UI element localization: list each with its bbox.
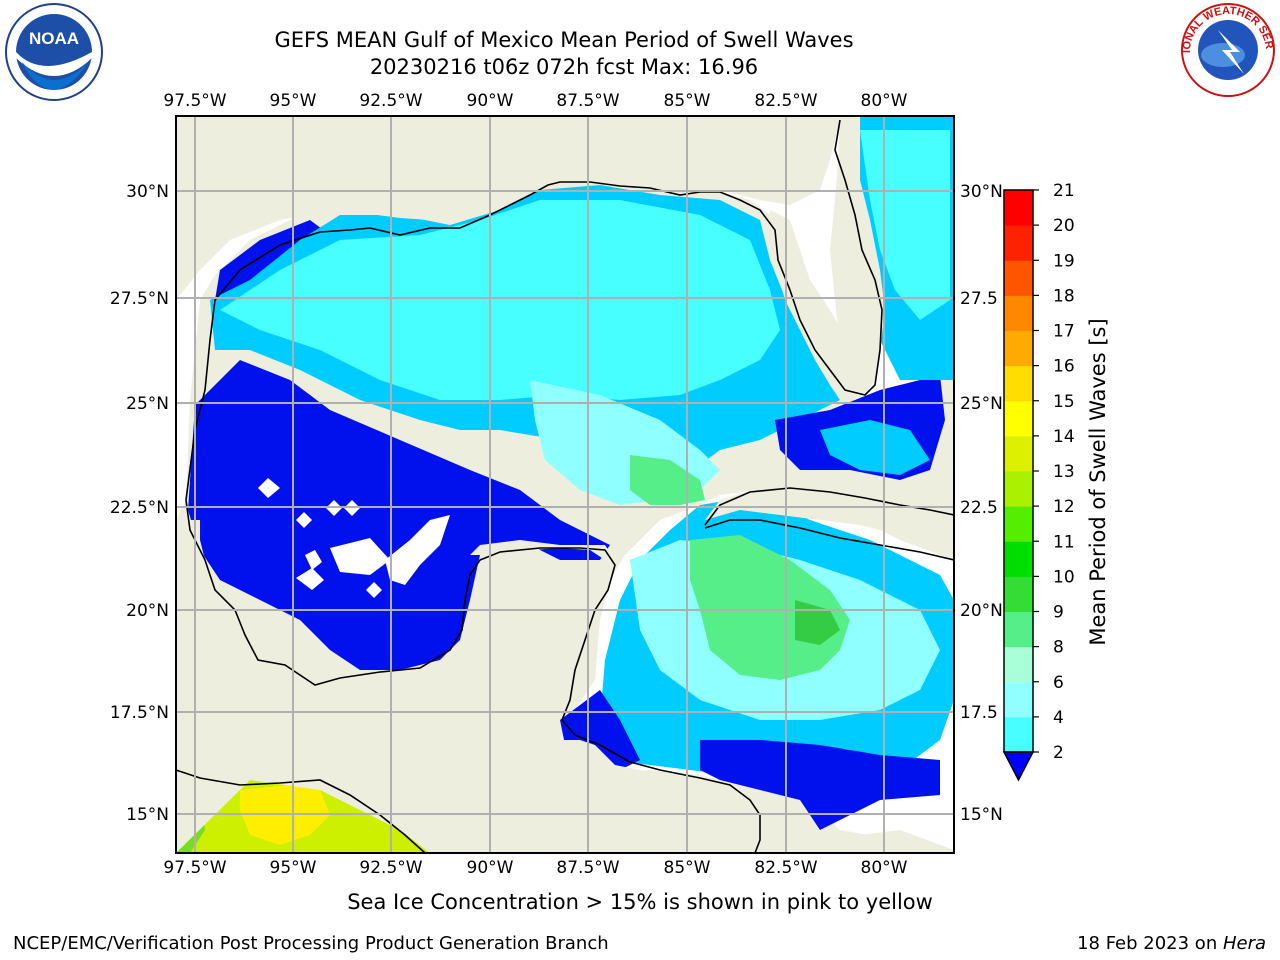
swell-blue-caribbean-south bbox=[700, 740, 940, 830]
lon-label: 97.5°W bbox=[163, 91, 226, 111]
lat-labels-left: 30°N 27.5°N 25°N 22.5°N 20°N 17.5°N 15°N bbox=[110, 182, 169, 825]
lon-label: 85°W bbox=[664, 91, 711, 111]
colorbar-segment bbox=[1004, 506, 1033, 542]
lon-labels-top: 97.5°W 95°W 92.5°W 90°W 87.5°W 85°W 82.5… bbox=[163, 91, 907, 111]
footer-date-text: 18 Feb 2023 on bbox=[1077, 933, 1223, 954]
swell-darkgreen-patch bbox=[795, 600, 840, 645]
map-border bbox=[175, 115, 955, 854]
lon-label: 95°W bbox=[270, 91, 317, 111]
colorbar-segment bbox=[1004, 330, 1033, 367]
colorbar-segment bbox=[1004, 190, 1033, 226]
colorbar-tick-label: 11 bbox=[1053, 532, 1075, 552]
colorbar-segment bbox=[1004, 225, 1033, 261]
lat-label: 17.5 bbox=[960, 703, 998, 723]
graticule bbox=[176, 116, 954, 853]
lat-label: 17.5°N bbox=[110, 703, 169, 723]
lon-label: 80°W bbox=[861, 91, 908, 111]
colorbar-segment bbox=[1004, 295, 1033, 331]
colorbar-segment bbox=[1004, 435, 1033, 472]
colorbar-tick-label: 15 bbox=[1053, 392, 1075, 412]
chart-title: GEFS MEAN Gulf of Mexico Mean Period of … bbox=[274, 28, 854, 52]
lat-label: 30°N bbox=[126, 182, 169, 202]
lat-label: 15°N bbox=[960, 805, 1003, 825]
colorbar-tick-label: 18 bbox=[1053, 286, 1075, 306]
colorbar-segment bbox=[1004, 681, 1033, 718]
lon-label: 82.5°W bbox=[754, 91, 817, 111]
coastlines bbox=[176, 119, 954, 853]
colorbar-tick-label: 16 bbox=[1053, 357, 1075, 377]
lon-label: 90°W bbox=[467, 858, 514, 878]
footer-date: 18 Feb 2023 on Hera bbox=[1077, 933, 1266, 954]
colorbar-tick-label: 14 bbox=[1053, 427, 1075, 447]
lon-label: 80°W bbox=[861, 858, 908, 878]
colorbar-segment bbox=[1004, 365, 1033, 402]
map-area bbox=[176, 116, 954, 853]
lat-label: 25°N bbox=[126, 394, 169, 414]
swell-atlantic-cyan bbox=[860, 130, 950, 320]
colorbar-segment bbox=[1004, 716, 1033, 753]
swell-azure-bahamas bbox=[820, 420, 930, 475]
lat-label: 22.5°N bbox=[110, 498, 169, 518]
lon-labels-bottom: 97.5°W 95°W 92.5°W 90°W 87.5°W 85°W 82.5… bbox=[163, 858, 907, 878]
lon-label: 85°W bbox=[664, 858, 711, 878]
colorbar-tick-label: 13 bbox=[1053, 462, 1075, 482]
colorbar-tick-label: 9 bbox=[1053, 603, 1064, 623]
lon-label: 87.5°W bbox=[556, 91, 619, 111]
noaa-logo: NOAA bbox=[5, 3, 103, 101]
yucatan-land bbox=[176, 520, 954, 853]
colorbar-tick-label: 20 bbox=[1053, 216, 1075, 236]
florida-land bbox=[176, 116, 845, 300]
lat-label: 25°N bbox=[960, 394, 1003, 414]
colorbar-label: Mean Period of Swell Waves [s] bbox=[1086, 318, 1110, 646]
lon-label: 92.5°W bbox=[359, 858, 422, 878]
florida-peninsula bbox=[770, 116, 885, 400]
lat-label: 20°N bbox=[126, 601, 169, 621]
no-data-holes bbox=[258, 478, 450, 598]
footer-credit: NCEP/EMC/Verification Post Processing Pr… bbox=[13, 933, 609, 954]
lon-label: 95°W bbox=[270, 858, 317, 878]
colorbar: 2 4 6 8 9 10 11 12 13 14 15 16 17 18 19 20 21 bbox=[1002, 181, 1075, 782]
colorbar-tick-label: 12 bbox=[1053, 497, 1075, 517]
colorbar-tick-label: 10 bbox=[1053, 567, 1075, 587]
noaa-logo-text: NOAA bbox=[29, 29, 79, 48]
swell-cyan-central bbox=[220, 200, 780, 400]
colorbar-segment bbox=[1004, 471, 1033, 507]
lat-label: 27.5°N bbox=[110, 289, 169, 309]
nws-logo: NATIONAL WEATHER SERVICE bbox=[1178, 0, 1275, 97]
lon-label: 87.5°W bbox=[556, 858, 619, 878]
lon-label: 82.5°W bbox=[754, 858, 817, 878]
lat-label: 15°N bbox=[126, 805, 169, 825]
lat-label: 22.5 bbox=[960, 498, 998, 518]
chart-subtitle: 20230216 t06z 072h fcst Max: 16.96 bbox=[369, 55, 759, 79]
colorbar-extend-min bbox=[1002, 751, 1035, 782]
footer-host: Hera bbox=[1222, 933, 1266, 954]
lon-label: 92.5°W bbox=[359, 91, 422, 111]
lat-label: 20°N bbox=[960, 601, 1003, 621]
colorbar-segment bbox=[1004, 400, 1033, 437]
colorbar-segment bbox=[1004, 576, 1033, 612]
colorbar-segment bbox=[1004, 611, 1033, 648]
colorbar-tick-label: 17 bbox=[1053, 322, 1075, 342]
lat-labels-right: 30°N 27.5 25°N 22.5 20°N 17.5 15°N bbox=[960, 182, 1003, 825]
ice-note: Sea Ice Concentration > 15% is shown in … bbox=[347, 890, 933, 914]
lon-label: 90°W bbox=[467, 91, 514, 111]
colorbar-tick-label: 6 bbox=[1053, 673, 1064, 693]
lat-label: 27.5 bbox=[960, 289, 998, 309]
cuba-land bbox=[705, 488, 954, 545]
colorbar-segment bbox=[1004, 646, 1033, 683]
colorbar-segment bbox=[1004, 260, 1033, 296]
colorbar-tick-label: 19 bbox=[1053, 251, 1075, 271]
swell-green-caribbean bbox=[690, 535, 850, 680]
colorbar-tick-label: 21 bbox=[1053, 181, 1075, 201]
colorbar-tick-label: 8 bbox=[1053, 638, 1064, 658]
colorbar-tick-label: 4 bbox=[1053, 708, 1064, 728]
lat-label: 30°N bbox=[960, 182, 1003, 202]
lon-label: 97.5°W bbox=[163, 858, 226, 878]
colorbar-segment bbox=[1004, 541, 1033, 577]
colorbar-tick-label: 2 bbox=[1053, 743, 1064, 763]
